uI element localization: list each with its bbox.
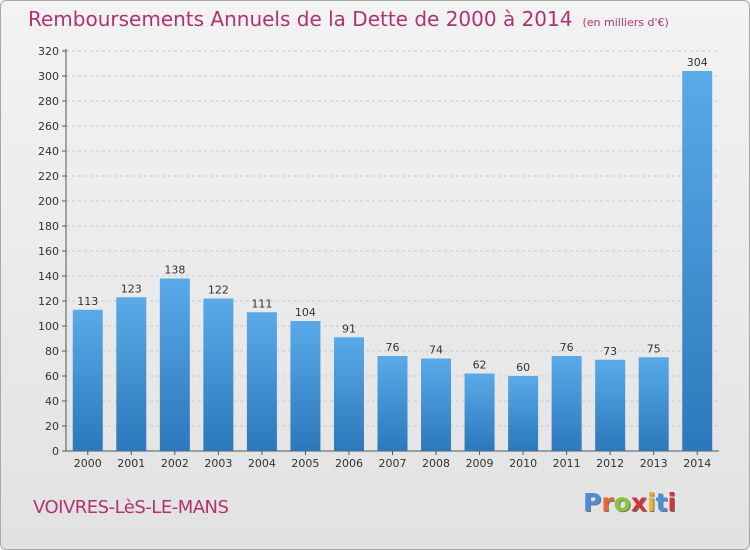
bar-2012 — [595, 359, 626, 451]
y-tick-label: 280 — [38, 95, 59, 108]
proxiti-logo: Proxiti — [583, 488, 676, 517]
bar-value-label: 113 — [77, 295, 98, 308]
y-tick-label: 120 — [38, 295, 59, 308]
commune-name: VOIVRES-LèS-LE-MANS — [33, 497, 229, 518]
bar-value-label: 304 — [687, 56, 708, 69]
x-tick-label: 2009 — [466, 457, 494, 470]
y-tick-label: 260 — [38, 120, 59, 133]
y-tick-label: 100 — [38, 320, 59, 333]
y-tick-label: 20 — [45, 420, 59, 433]
bar-2007 — [377, 356, 408, 451]
x-tick-label: 2000 — [74, 457, 102, 470]
bar-value-label: 60 — [516, 361, 530, 374]
x-tick-label: 2010 — [509, 457, 537, 470]
chart-title-main: Remboursements Annuels de la Dette de 20… — [28, 7, 573, 31]
bar-value-label: 76 — [386, 341, 400, 354]
bar-value-label: 122 — [208, 284, 229, 297]
logo-letter: P — [583, 488, 602, 517]
x-tick-label: 2004 — [248, 457, 276, 470]
x-tick-label: 2003 — [204, 457, 232, 470]
x-tick-label: 2007 — [379, 457, 407, 470]
bar-value-label: 74 — [429, 344, 443, 357]
bar-2010 — [508, 376, 539, 451]
y-tick-label: 140 — [38, 270, 59, 283]
y-tick-label: 240 — [38, 145, 59, 158]
bar-value-label: 123 — [121, 282, 142, 295]
bar-value-label: 104 — [295, 306, 316, 319]
bar-value-label: 73 — [603, 345, 617, 358]
bar-2001 — [116, 297, 147, 451]
x-tick-label: 2002 — [161, 457, 189, 470]
x-tick-label: 2008 — [422, 457, 450, 470]
y-tick-label: 0 — [52, 445, 59, 458]
x-tick-label: 2011 — [553, 457, 581, 470]
y-tick-label: 40 — [45, 395, 59, 408]
y-tick-label: 180 — [38, 220, 59, 233]
x-tick-label: 2014 — [683, 457, 711, 470]
y-tick-label: 80 — [45, 345, 59, 358]
bar-2014 — [682, 71, 713, 451]
bar-2005 — [290, 321, 321, 451]
y-tick-label: 300 — [38, 70, 59, 83]
x-tick-label: 2013 — [640, 457, 668, 470]
bar-2006 — [333, 337, 364, 451]
bar-value-label: 111 — [251, 297, 272, 310]
chart-title: Remboursements Annuels de la Dette de 20… — [28, 7, 669, 31]
bar-2013 — [638, 357, 669, 451]
bar-value-label: 75 — [647, 342, 661, 355]
bar-2011 — [551, 356, 582, 451]
y-tick-label: 160 — [38, 245, 59, 258]
logo-letter: o — [613, 488, 631, 517]
bar-value-label: 138 — [164, 264, 185, 277]
y-tick-label: 60 — [45, 370, 59, 383]
x-tick-label: 2006 — [335, 457, 363, 470]
y-tick-label: 220 — [38, 170, 59, 183]
logo-letter: i — [647, 488, 656, 517]
chart-title-unit: (en milliers d'€) — [582, 16, 669, 29]
bars — [72, 71, 713, 451]
bar-value-labels: 113 123 138 122 111 104 91 76 74 62 60 76 73 75 304 — [77, 56, 707, 374]
logo-letter: t — [655, 488, 668, 517]
bar-2004 — [246, 312, 277, 451]
bar-2009 — [464, 373, 495, 451]
bar-value-label: 62 — [473, 359, 487, 372]
logo-letter: i — [667, 488, 677, 517]
x-tick-label: 2012 — [596, 457, 624, 470]
y-tick-label: 320 — [38, 45, 59, 58]
x-tick-label: 2001 — [117, 457, 145, 470]
bar-value-label: 76 — [560, 341, 574, 354]
x-tick-labels: 2000 2001 2002 2003 2004 2005 2006 2007 2008 2009… — [74, 451, 711, 470]
bar-2002 — [159, 278, 190, 451]
bar-2008 — [421, 358, 452, 451]
bar-value-label: 91 — [342, 322, 356, 335]
y-tick-labels: 0 20 40 60 80 100 120 140 160 180 200 220 240 260 280 3… — [38, 45, 59, 458]
bar-2003 — [203, 298, 234, 451]
logo-letter: x — [630, 488, 647, 517]
logo-letter: r — [601, 488, 614, 517]
bar-2000 — [72, 309, 103, 451]
y-tick-label: 200 — [38, 195, 59, 208]
x-tick-label: 2005 — [291, 457, 319, 470]
